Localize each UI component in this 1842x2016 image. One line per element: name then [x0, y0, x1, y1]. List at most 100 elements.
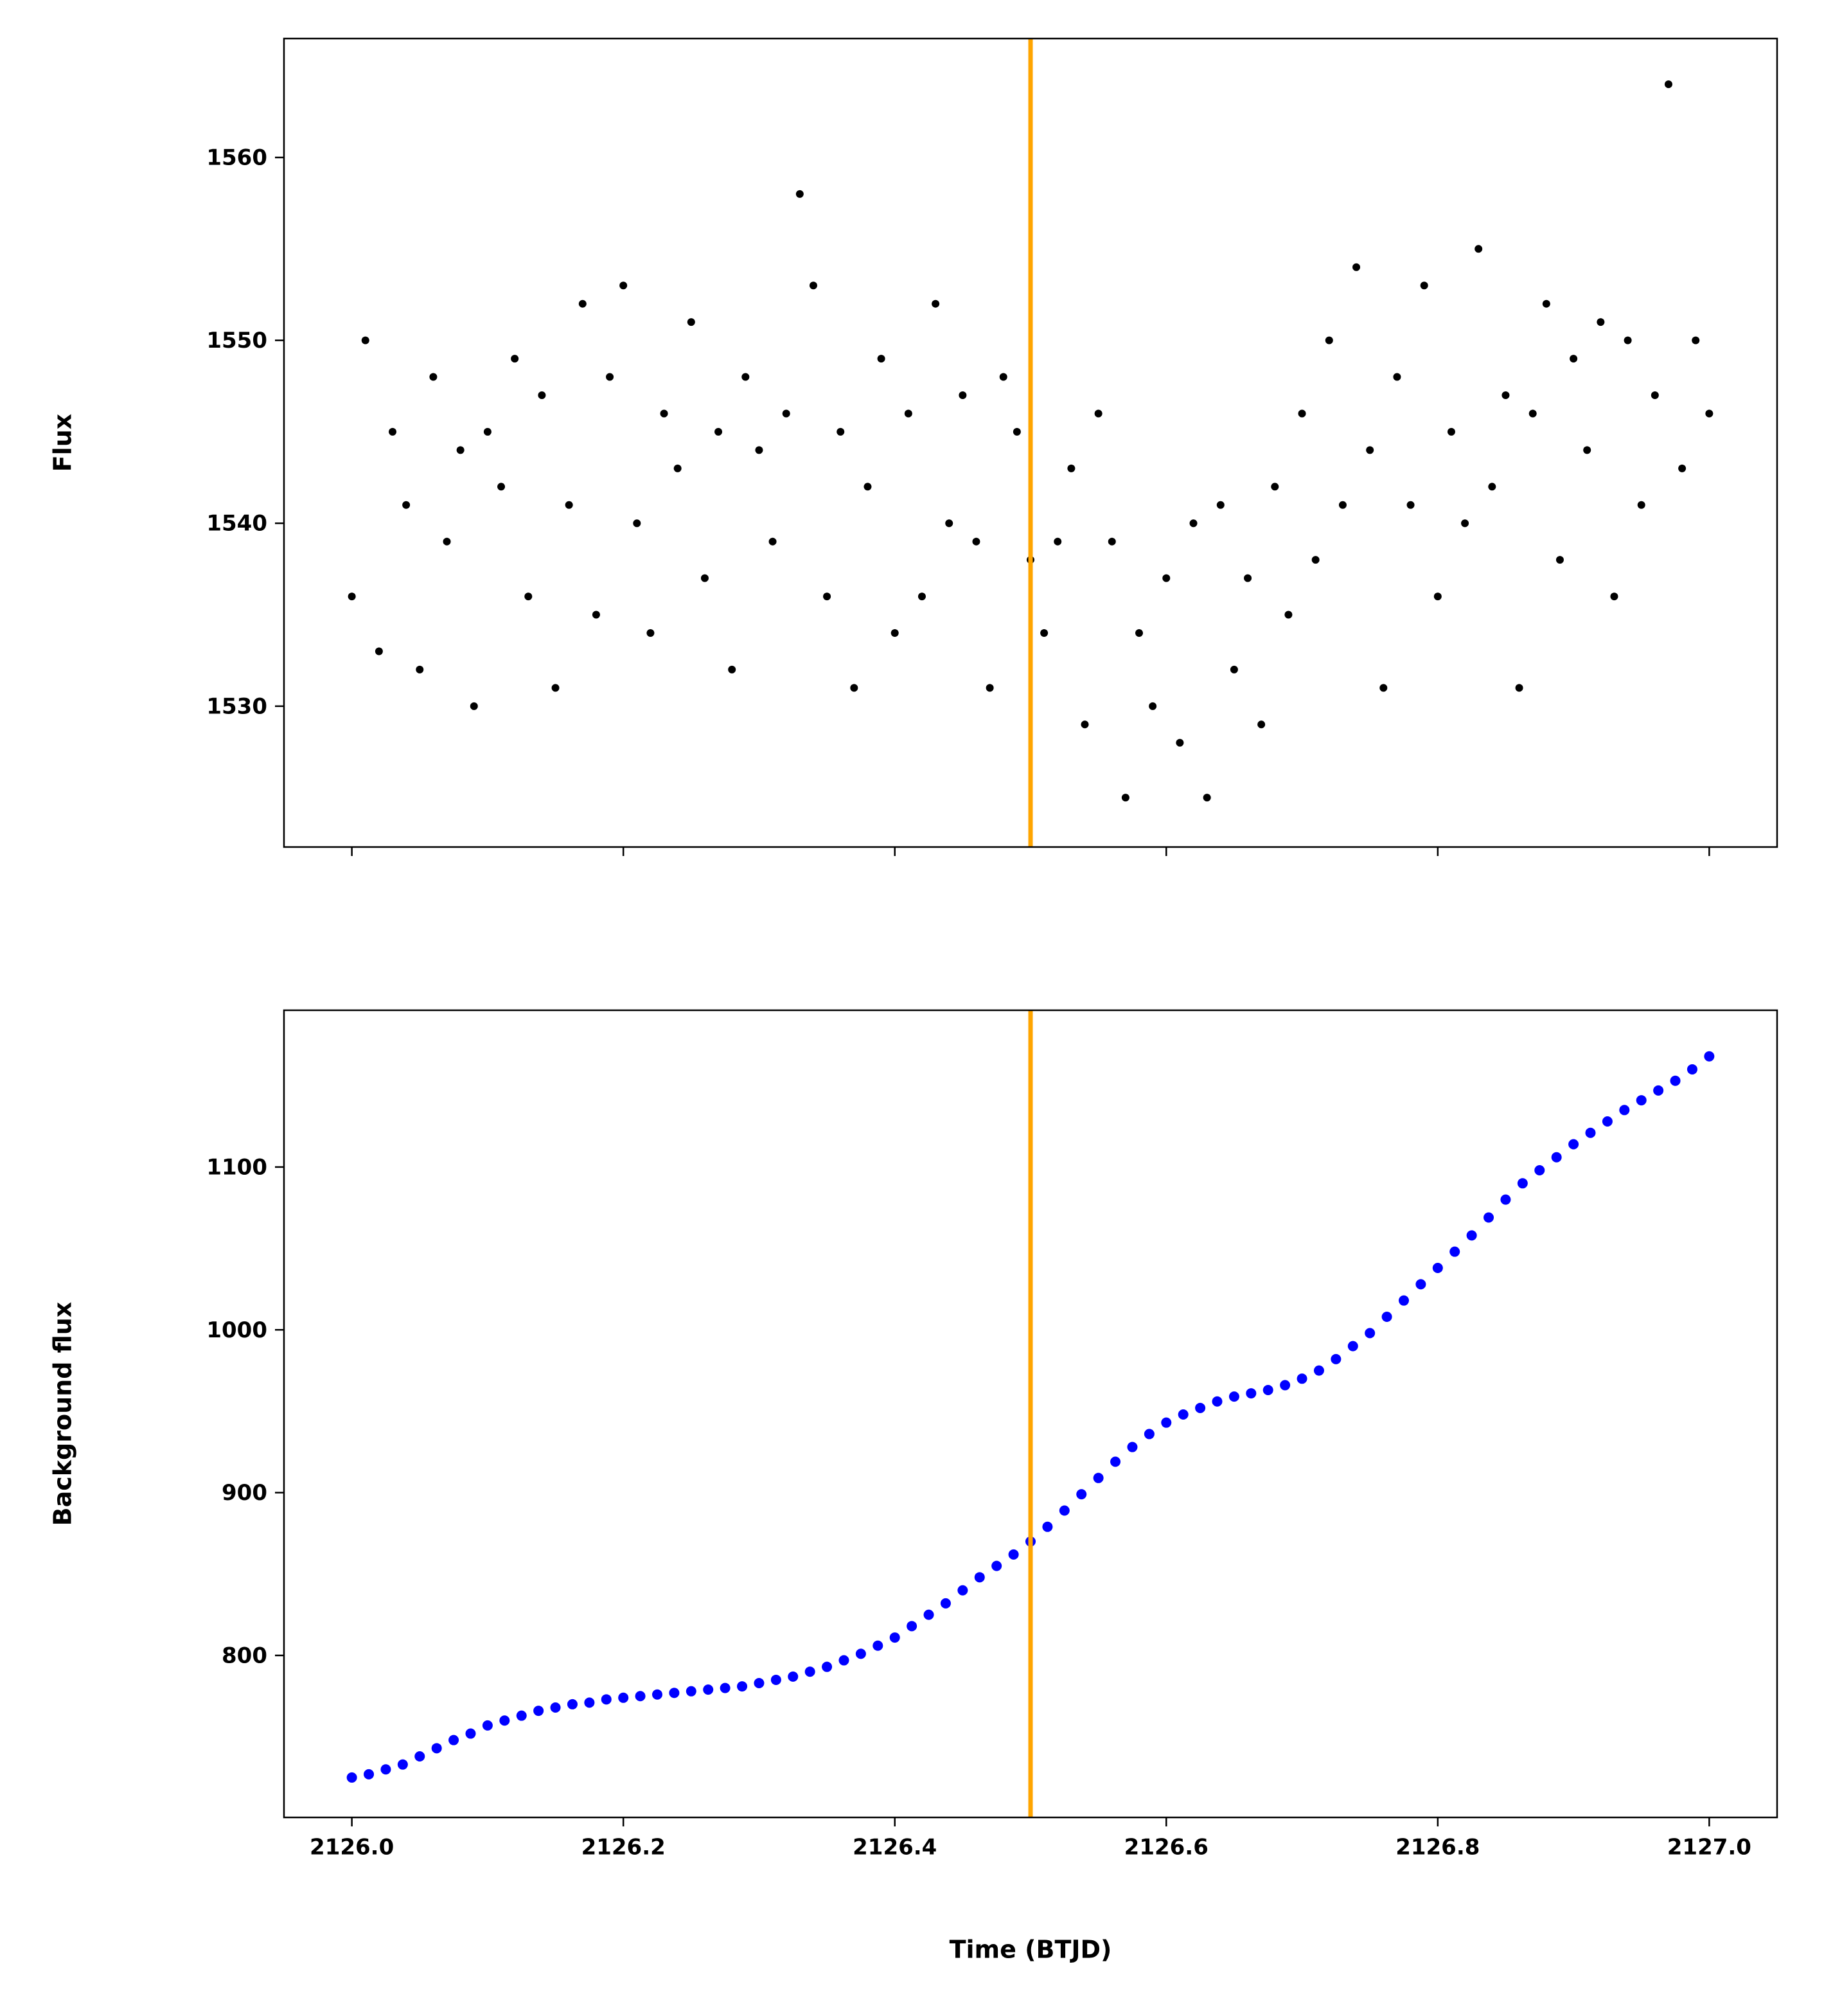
- data-point: [1108, 537, 1116, 546]
- data-point: [1297, 1373, 1307, 1384]
- data-point: [1585, 1127, 1596, 1138]
- data-point: [1230, 665, 1238, 673]
- data-point: [890, 629, 899, 637]
- data-point: [1637, 501, 1645, 509]
- data-point: [1338, 501, 1347, 509]
- data-point: [470, 702, 478, 710]
- data-point: [1406, 501, 1415, 509]
- data-point: [1568, 1139, 1579, 1150]
- data-point: [957, 1585, 968, 1596]
- data-point: [1500, 1194, 1511, 1205]
- data-point: [959, 391, 967, 399]
- data-point: [822, 1661, 833, 1672]
- data-point: [1670, 1075, 1681, 1086]
- data-point: [855, 1648, 866, 1659]
- y-tick-label: 1540: [206, 511, 267, 537]
- data-point: [823, 593, 831, 601]
- data-point: [1692, 336, 1700, 344]
- data-point: [877, 355, 885, 363]
- data-point: [483, 427, 491, 436]
- y-tick-label: 1530: [206, 693, 267, 719]
- data-point: [1555, 556, 1564, 564]
- data-point: [872, 1640, 883, 1651]
- data-point: [1636, 1095, 1647, 1106]
- data-point: [728, 665, 736, 673]
- data-point: [1483, 1212, 1494, 1223]
- data-point: [1347, 1341, 1358, 1351]
- data-point: [456, 446, 465, 454]
- data-point: [592, 611, 600, 619]
- data-point: [389, 427, 397, 436]
- data-point: [551, 684, 560, 692]
- data-point: [538, 391, 546, 399]
- data-point: [1570, 355, 1578, 363]
- data-point: [755, 446, 763, 454]
- y-tick-label: 900: [222, 1480, 267, 1506]
- data-point: [687, 318, 695, 326]
- data-point: [1110, 1456, 1121, 1467]
- data-point: [646, 629, 655, 637]
- data-point: [348, 593, 356, 601]
- data-point: [652, 1689, 662, 1700]
- data-point: [889, 1632, 900, 1643]
- y-tick-label: 1000: [206, 1317, 267, 1343]
- data-point: [1262, 1385, 1273, 1396]
- data-point: [1189, 519, 1198, 528]
- data-point: [497, 483, 506, 491]
- data-point: [1094, 409, 1103, 418]
- data-point: [917, 593, 926, 601]
- data-point: [737, 1681, 748, 1692]
- data-point: [1311, 556, 1320, 564]
- data-point: [923, 1609, 934, 1620]
- data-point: [1501, 391, 1510, 399]
- plot-frame: [283, 37, 1778, 848]
- data-point: [904, 409, 912, 418]
- data-point: [633, 519, 641, 528]
- data-point: [380, 1764, 391, 1775]
- data-point: [533, 1706, 544, 1717]
- data-point: [1162, 574, 1171, 582]
- data-point: [945, 519, 953, 528]
- x-tick-label: 2126.8: [1395, 1835, 1480, 1860]
- data-point: [1081, 720, 1089, 729]
- data-point: [1144, 1429, 1155, 1440]
- data-point: [703, 1684, 714, 1695]
- data-point: [1399, 1295, 1409, 1306]
- data-point: [940, 1598, 951, 1609]
- data-point: [673, 464, 682, 472]
- data-point: [999, 373, 1007, 381]
- data-point: [1127, 1441, 1138, 1452]
- data-point: [601, 1694, 612, 1705]
- data-point: [1393, 373, 1401, 381]
- data-point: [1195, 1402, 1206, 1413]
- data-point: [1042, 1521, 1053, 1532]
- data-point: [1257, 720, 1266, 729]
- data-point: [1534, 1165, 1545, 1176]
- data-point: [1432, 1263, 1443, 1274]
- data-point: [448, 1735, 459, 1745]
- data-point: [838, 1655, 849, 1666]
- data-point: [619, 281, 628, 290]
- data-point: [1366, 446, 1374, 454]
- data-point: [1331, 1353, 1342, 1364]
- data-point: [1093, 1472, 1104, 1483]
- data-point: [635, 1691, 646, 1702]
- data-point: [1067, 464, 1076, 472]
- data-point: [1651, 391, 1659, 399]
- data-point: [1076, 1489, 1087, 1500]
- data-point: [1379, 684, 1388, 692]
- data-point: [795, 190, 804, 198]
- data-point: [361, 336, 369, 344]
- data-point: [720, 1682, 731, 1693]
- data-point: [1704, 1051, 1715, 1062]
- data-point: [932, 299, 940, 308]
- data-point: [1551, 1152, 1562, 1163]
- data-point: [1325, 336, 1333, 344]
- data-point: [770, 1674, 781, 1685]
- data-point: [431, 1743, 442, 1754]
- data-point: [863, 483, 872, 491]
- data-point: [1271, 483, 1279, 491]
- data-point: [364, 1769, 375, 1780]
